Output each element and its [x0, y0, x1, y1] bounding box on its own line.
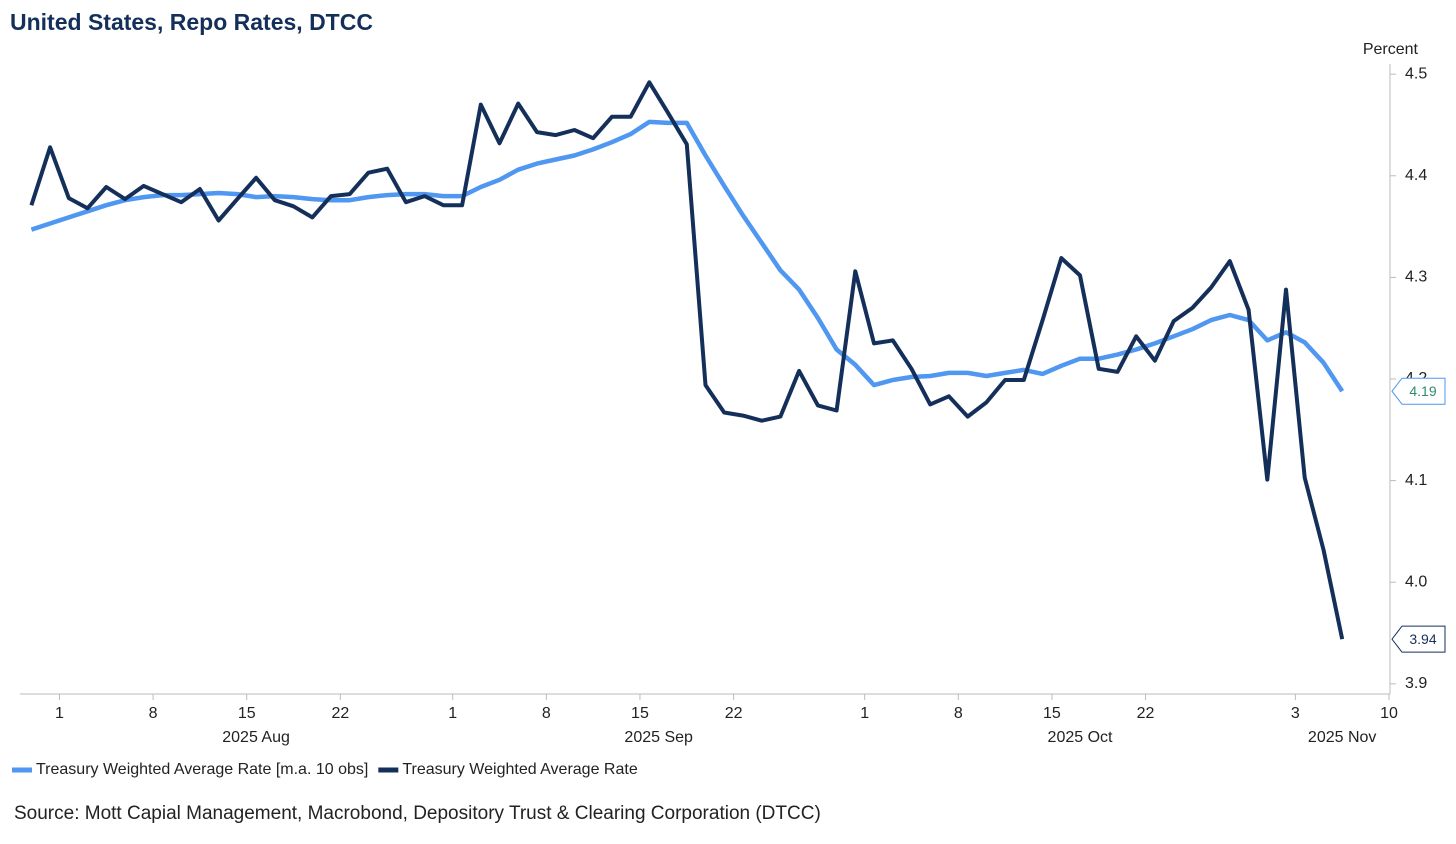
y-axis-label: Percent — [1363, 41, 1419, 58]
x-tick-label: 22 — [1137, 705, 1155, 722]
x-tick-label: 22 — [725, 705, 743, 722]
x-tick-label: 3 — [1291, 705, 1300, 722]
series-line — [29, 80, 1345, 640]
x-tick-label: 1 — [860, 705, 869, 722]
x-tick-label: 10 — [1380, 705, 1398, 722]
x-tick-label: 8 — [149, 705, 158, 722]
x-tick-label: 1 — [55, 705, 64, 722]
x-tick-label: 15 — [238, 705, 256, 722]
x-tick-label: 22 — [331, 705, 349, 722]
x-group-label: 2025 Aug — [222, 729, 290, 746]
x-tick-label: 1 — [448, 705, 457, 722]
x-group-label: 2025 Sep — [624, 729, 693, 746]
end-value-label: 4.19 — [1409, 383, 1436, 399]
legend-label: Treasury Weighted Average Rate [m.a. 10 … — [36, 761, 368, 778]
x-tick-label: 8 — [954, 705, 963, 722]
x-tick-label: 15 — [631, 705, 649, 722]
y-tick-label: 4.1 — [1405, 472, 1427, 489]
x-tick-label: 15 — [1043, 705, 1061, 722]
series-line — [30, 119, 1345, 393]
end-value-tag — [1391, 377, 1446, 405]
y-tick-label: 4.0 — [1405, 573, 1427, 590]
end-value-label: 3.94 — [1409, 631, 1436, 647]
x-group-label: 2025 Nov — [1308, 729, 1377, 746]
y-tick-label: 4.5 — [1405, 65, 1427, 82]
x-tick-label: 8 — [542, 705, 551, 722]
end-value-tag — [1391, 625, 1446, 653]
legend-label: Treasury Weighted Average Rate — [402, 761, 637, 778]
y-tick-label: 3.9 — [1405, 675, 1427, 692]
chart-title: United States, Repo Rates, DTCC — [10, 9, 373, 35]
x-group-label: 2025 Oct — [1048, 729, 1113, 746]
source: Source: Mott Capial Management, Macrobon… — [14, 803, 821, 824]
y-tick-label: 4.4 — [1405, 167, 1427, 184]
y-tick-label: 4.3 — [1405, 269, 1427, 286]
